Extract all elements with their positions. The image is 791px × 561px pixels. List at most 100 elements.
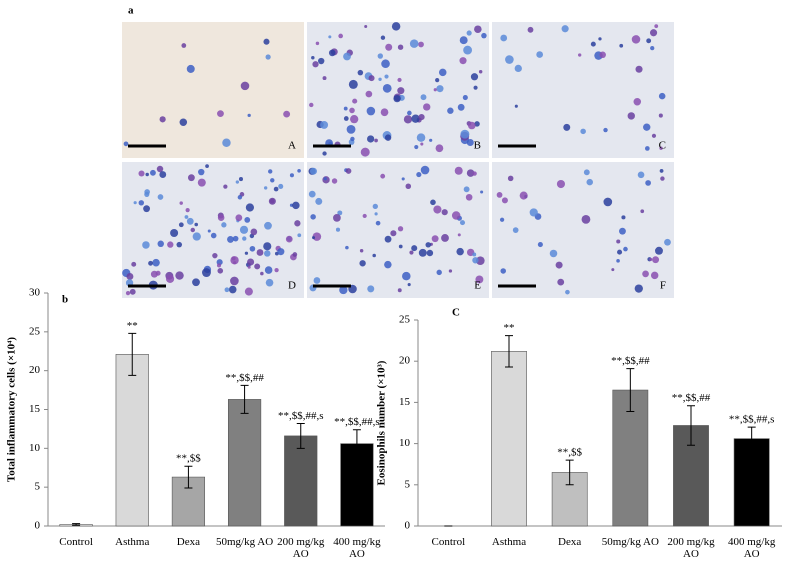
cell: [514, 64, 522, 73]
cell: [472, 171, 477, 176]
cell: [311, 56, 315, 60]
cell: [418, 113, 425, 121]
cell: [247, 258, 255, 266]
cell: [357, 69, 364, 76]
cell: [148, 260, 153, 266]
cell: [277, 248, 285, 256]
cell: [346, 124, 356, 134]
cell: [129, 288, 136, 295]
bar: [491, 351, 527, 527]
cell: [181, 43, 187, 48]
cell: [470, 73, 479, 81]
cell: [228, 285, 237, 294]
cell: [499, 217, 505, 222]
cell: [372, 253, 376, 258]
cell: [144, 191, 150, 197]
significance-label: **,$$: [557, 447, 582, 459]
cell: [133, 201, 137, 205]
cell: [627, 112, 635, 120]
cell: [397, 226, 404, 232]
error-bar: [128, 332, 137, 376]
y-tick-label: 30: [29, 287, 41, 299]
cell: [380, 108, 389, 117]
cell: [519, 191, 528, 200]
cell: [397, 288, 402, 293]
cell: [650, 46, 655, 51]
cell: [403, 115, 413, 124]
cell: [374, 138, 378, 143]
cell: [138, 200, 145, 206]
figure-label: a: [128, 5, 134, 17]
cell: [227, 236, 234, 243]
cell: [309, 102, 314, 108]
cell: [221, 222, 227, 228]
x-tick-label: 200 mg/kg AO: [277, 536, 325, 560]
cell: [478, 70, 483, 74]
cell: [263, 38, 270, 45]
x-tick-label: 400 mg/kg AO: [333, 536, 381, 560]
cell: [187, 174, 195, 182]
cell: [378, 77, 382, 81]
cell: [212, 252, 218, 259]
cell: [501, 197, 508, 204]
cell: [155, 270, 161, 276]
cell: [310, 214, 316, 220]
micrograph-label: E: [474, 280, 481, 292]
cell: [649, 29, 658, 37]
cell: [170, 228, 179, 238]
cell: [273, 186, 279, 192]
cell: [184, 215, 189, 219]
cell: [480, 190, 484, 194]
panel-label: b: [62, 294, 68, 306]
cell: [210, 232, 217, 239]
cell: [125, 291, 131, 296]
cell: [312, 236, 316, 240]
cell: [322, 76, 327, 81]
cell: [549, 249, 558, 258]
cell: [131, 261, 137, 267]
cell: [472, 257, 479, 264]
cell: [659, 146, 663, 150]
x-tick-label: Dexa: [558, 536, 582, 548]
significance-label: **,$$,##,s: [334, 416, 380, 428]
y-tick-label: 15: [29, 403, 41, 415]
error-bar: [72, 523, 81, 526]
bar: [284, 435, 318, 527]
cell: [637, 171, 645, 179]
y-tick-label: 20: [29, 364, 41, 376]
cell: [186, 217, 194, 225]
cell: [603, 197, 613, 207]
cell: [642, 270, 649, 278]
y-tick-label: 5: [35, 481, 41, 493]
significance-label: **,$$: [176, 453, 201, 465]
cell: [457, 233, 461, 237]
cell: [313, 277, 321, 284]
cell: [292, 201, 300, 210]
significance-label: **,$$,##,s: [278, 410, 324, 422]
cell: [398, 244, 403, 249]
cell: [474, 121, 480, 127]
cell: [475, 275, 484, 284]
cell: [429, 138, 433, 142]
cell: [198, 168, 205, 176]
bar: [227, 399, 262, 527]
cell: [349, 107, 355, 114]
cell: [402, 271, 411, 281]
cell: [496, 192, 503, 198]
cell: [514, 104, 518, 108]
cell: [150, 169, 156, 176]
error-bar: [626, 368, 635, 412]
cell: [430, 199, 436, 206]
cell: [360, 147, 370, 157]
cell: [312, 232, 322, 241]
cell: [448, 269, 453, 273]
cell: [156, 165, 164, 173]
cell: [397, 87, 405, 95]
bar: [115, 354, 149, 527]
cell: [244, 217, 251, 223]
cell: [433, 205, 442, 214]
cell: [245, 203, 254, 212]
cell: [178, 222, 184, 228]
